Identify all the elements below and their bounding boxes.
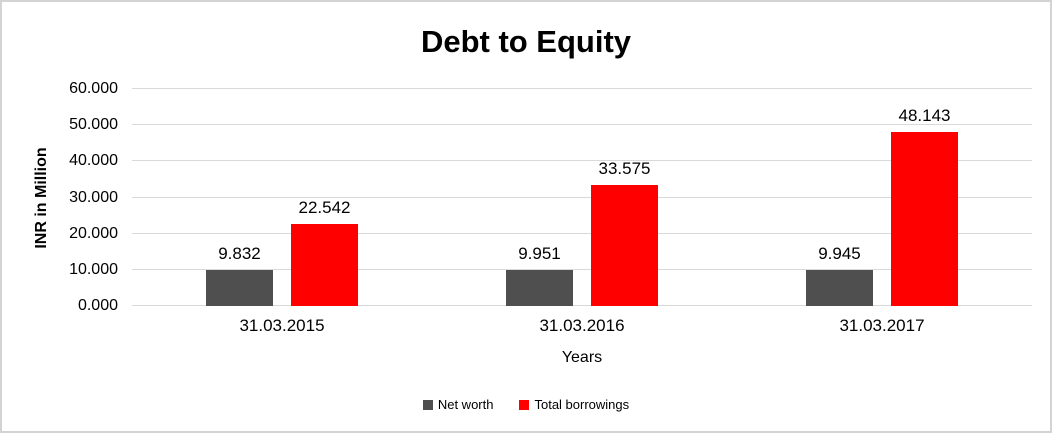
legend-item: Total borrowings bbox=[519, 397, 629, 412]
gridline bbox=[132, 88, 1032, 89]
y-tick-label: 20.000 bbox=[69, 224, 118, 242]
x-category-label: 31.03.2016 bbox=[539, 316, 625, 335]
y-tick-label: 0.000 bbox=[77, 297, 118, 314]
y-tick-label: 10.000 bbox=[69, 260, 118, 278]
chart-title: Debt to Equity bbox=[420, 24, 632, 59]
value-label: 48.143 bbox=[898, 105, 951, 125]
bar-total-borrowings bbox=[591, 184, 658, 306]
legend-marker-icon bbox=[422, 399, 433, 410]
legend-item: Net worth bbox=[422, 397, 494, 412]
x-axis-title: Years bbox=[561, 349, 603, 366]
gridline bbox=[132, 196, 1032, 198]
gridline bbox=[132, 232, 1032, 234]
bar-net-worth bbox=[506, 270, 573, 306]
value-label: 22.542 bbox=[298, 198, 351, 218]
gridline bbox=[132, 268, 1032, 270]
y-tick-label: 60.000 bbox=[69, 80, 118, 97]
legend: Net worth Total borrowings bbox=[2, 397, 1050, 412]
legend-label: Total borrowings bbox=[534, 397, 630, 412]
value-label: 9.832 bbox=[218, 244, 261, 264]
bar-net-worth bbox=[806, 270, 873, 306]
gridline bbox=[132, 305, 1032, 306]
gridline bbox=[132, 160, 1032, 162]
x-category-label: 31.03.2017 bbox=[839, 316, 925, 335]
value-label: 9.951 bbox=[518, 244, 561, 263]
legend-marker-icon bbox=[519, 399, 530, 410]
value-label: 9.945 bbox=[818, 244, 861, 264]
bar-net-worth bbox=[206, 270, 273, 306]
y-tick-label: 50.000 bbox=[69, 116, 118, 134]
y-tick-label: 30.000 bbox=[69, 188, 118, 206]
bar-total-borrowings bbox=[891, 131, 958, 306]
y-tick-label: 40.000 bbox=[69, 152, 118, 170]
gridline bbox=[132, 124, 1032, 126]
x-category-label: 31.03.2015 bbox=[239, 316, 325, 335]
value-label: 33.575 bbox=[598, 158, 651, 178]
bar-total-borrowings bbox=[291, 224, 358, 306]
legend-label: Net worth bbox=[437, 397, 494, 412]
